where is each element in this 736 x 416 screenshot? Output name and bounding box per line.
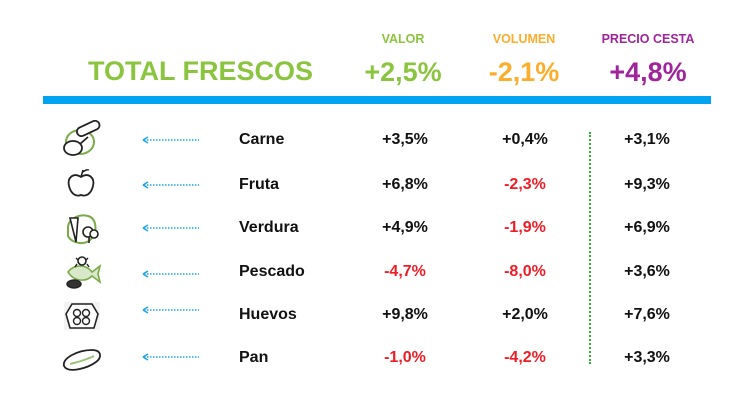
precio-value: +3,6% bbox=[624, 263, 670, 280]
valor-value: +9,8% bbox=[382, 306, 428, 323]
valor-value: +3,5% bbox=[382, 131, 428, 148]
precio-value: +3,3% bbox=[624, 349, 670, 366]
column-header-valor: VALOR bbox=[381, 32, 425, 46]
volumen-value: -2,3% bbox=[504, 176, 546, 193]
category-name: Carne bbox=[239, 131, 285, 148]
valor-value: +4,9% bbox=[382, 219, 428, 236]
volumen-value: +2,0% bbox=[502, 306, 548, 323]
valor-value: +6,8% bbox=[382, 176, 428, 193]
column-header-precio-cesta: PRECIO CESTA bbox=[601, 32, 695, 46]
arrow-left-icon bbox=[142, 181, 199, 189]
category-name: Pan bbox=[239, 349, 269, 366]
precio-value: +3,1% bbox=[624, 131, 670, 148]
fish-icon bbox=[66, 256, 102, 289]
table-row: Pan -1,0% -4,2% +3,3% bbox=[0, 340, 736, 380]
precio-value: +9,3% bbox=[624, 176, 670, 193]
arrow-left-icon bbox=[142, 136, 199, 144]
bread-icon bbox=[63, 349, 101, 371]
apple-icon bbox=[67, 169, 95, 197]
category-name: Huevos bbox=[239, 306, 297, 323]
column-divider-line bbox=[589, 132, 591, 364]
category-name: Verdura bbox=[239, 219, 299, 236]
vegetables-icon bbox=[67, 214, 99, 244]
precio-value: +6,9% bbox=[624, 219, 670, 236]
precio-value: +7,6% bbox=[624, 306, 670, 323]
valor-value: -1,0% bbox=[384, 349, 426, 366]
arrow-left-icon bbox=[142, 353, 199, 361]
valor-value: -4,7% bbox=[384, 263, 426, 280]
volumen-value: -4,2% bbox=[504, 349, 546, 366]
total-precio-cesta: +4,8% bbox=[609, 57, 687, 87]
table-row: Fruta +6,8% -2,3% +9,3% bbox=[0, 164, 736, 204]
page-title: TOTAL FRESCOS bbox=[88, 56, 314, 86]
meat-icon bbox=[63, 120, 101, 156]
table-row: Carne +3,5% +0,4% +3,1% bbox=[0, 120, 736, 160]
eggs-icon bbox=[64, 302, 100, 330]
column-header-volumen: VOLUMEN bbox=[492, 32, 556, 46]
total-volumen: -2,1% bbox=[488, 57, 560, 87]
table-row: Pescado -4,7% -8,0% +3,6% bbox=[0, 252, 736, 292]
header-divider-bar bbox=[43, 96, 711, 104]
arrow-left-icon bbox=[142, 224, 199, 232]
table-row: Huevos +9,8% +2,0% +7,6% bbox=[0, 296, 736, 336]
category-name: Fruta bbox=[239, 176, 279, 193]
arrow-left-icon bbox=[142, 270, 199, 278]
volumen-value: +0,4% bbox=[502, 131, 548, 148]
total-valor: +2,5% bbox=[364, 57, 442, 87]
volumen-value: -1,9% bbox=[504, 219, 546, 236]
table-row: Verdura +4,9% -1,9% +6,9% bbox=[0, 208, 736, 248]
category-name: Pescado bbox=[239, 263, 305, 280]
arrow-left-icon bbox=[142, 306, 199, 314]
volumen-value: -8,0% bbox=[504, 263, 546, 280]
